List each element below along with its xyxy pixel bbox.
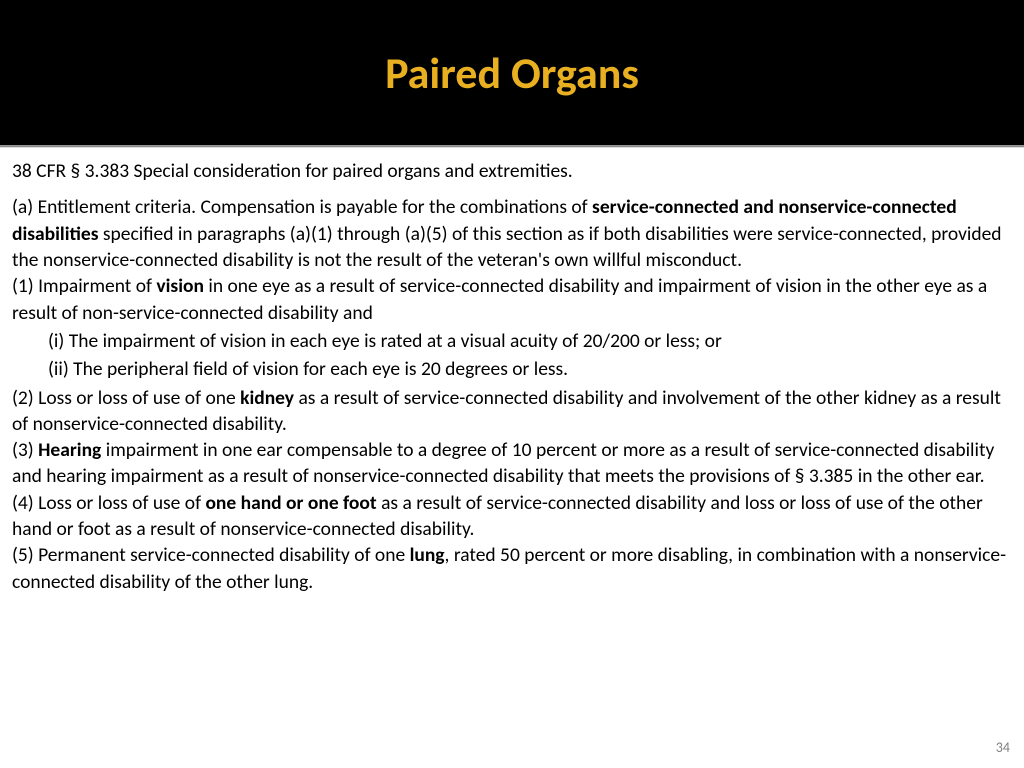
section-a-pre: (a) Entitlement criteria. Compensation i… — [12, 195, 592, 219]
item-2: (2) Loss or loss of use of one kidney as… — [12, 385, 1012, 438]
item-1-bold: vision — [156, 274, 204, 298]
page-number: 34 — [996, 739, 1010, 756]
slide-header: Paired Organs — [0, 0, 1024, 146]
section-a: (a) Entitlement criteria. Compensation i… — [12, 194, 1012, 273]
item-1-ii: (ii) The peripheral field of vision for … — [12, 356, 1012, 382]
item-5-bold: lung — [410, 543, 445, 567]
item-2-pre: (2) Loss or loss of use of one — [12, 386, 240, 410]
item-3-post: impairment in one ear compensable to a d… — [12, 438, 994, 488]
slide-body: 38 CFR § 3.383 Special consideration for… — [0, 148, 1024, 595]
item-5-pre: (5) Permanent service-connected disabili… — [12, 543, 410, 567]
item-2-bold: kidney — [240, 386, 294, 410]
item-4-bold: one hand or one foot — [205, 491, 376, 515]
item-5: (5) Permanent service-connected disabili… — [12, 542, 1012, 595]
section-a-post: specified in paragraphs (a)(1) through (… — [12, 222, 1002, 272]
regulation-citation: 38 CFR § 3.383 Special consideration for… — [12, 158, 1012, 184]
slide-title: Paired Organs — [385, 46, 639, 100]
item-4: (4) Loss or loss of use of one hand or o… — [12, 490, 1012, 543]
item-1-i: (i) The impairment of vision in each eye… — [12, 328, 1012, 354]
item-3-bold: Hearing — [38, 438, 101, 462]
item-1: (1) Impairment of vision in one eye as a… — [12, 273, 1012, 326]
item-3-pre: (3) — [12, 438, 38, 462]
item-3: (3) Hearing impairment in one ear compen… — [12, 437, 1012, 490]
item-4-pre: (4) Loss or loss of use of — [12, 491, 205, 515]
item-1-pre: (1) Impairment of — [12, 274, 156, 298]
